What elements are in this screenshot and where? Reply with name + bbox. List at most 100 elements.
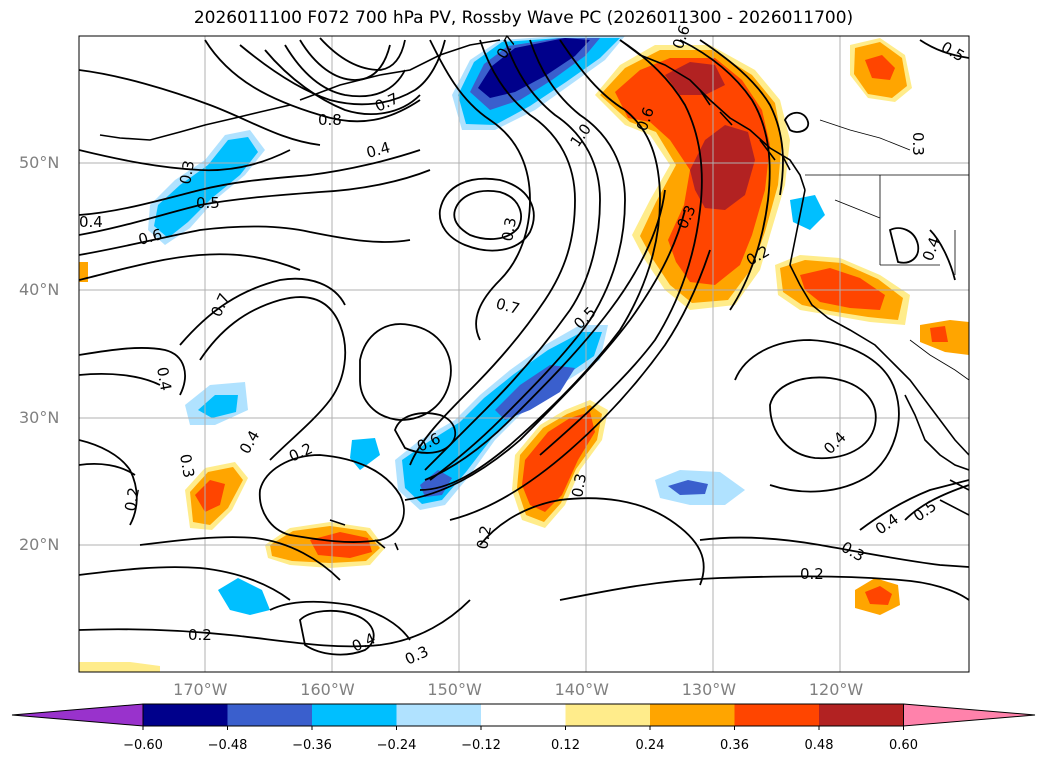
- contour-closed-gulf-1: [438, 177, 535, 252]
- contour-0.4-west-mid: [79, 347, 186, 396]
- contour-label: 0.3: [176, 453, 198, 480]
- shade-negative-small-5: [790, 195, 825, 230]
- contour-0.3-east: [699, 536, 969, 568]
- colorbar-segment: [650, 704, 735, 726]
- lat-label: 20°N: [19, 534, 60, 554]
- colorbar-segment: [481, 704, 566, 726]
- shade-positive-small-1-red: [865, 55, 895, 80]
- contour-label: 0.4: [872, 510, 902, 538]
- contour-0.3-north-1: [239, 39, 446, 106]
- shade-subtropic-positive-3-red: [195, 480, 225, 512]
- contour-label: 0.3: [568, 472, 590, 499]
- colorbar-tick-label: 0.48: [804, 738, 834, 753]
- contour-streamer-2: [404, 209, 686, 501]
- contour-0.2-south: [139, 536, 341, 581]
- colorbar-tick-label: −0.36: [292, 738, 332, 753]
- shade-positive-small-2-red: [865, 586, 892, 605]
- coastline-gulf-alaska: [619, 39, 806, 191]
- coastline-aleutians: [99, 104, 291, 141]
- contour-0.5-east: [904, 484, 969, 521]
- lon-label: 130°W: [681, 680, 737, 699]
- colorbar-tick-label: 0.36: [720, 738, 749, 753]
- contour-label: 0.7: [494, 294, 522, 318]
- shade-negative-small-1-mid: [198, 395, 238, 418]
- contour-label: 0.2: [800, 565, 824, 583]
- lon-label: 150°W: [427, 680, 482, 699]
- contour-label: 0.2: [286, 439, 315, 465]
- lat-label: 40°N: [19, 280, 60, 300]
- contour-label: 0.6: [136, 225, 164, 249]
- contour-label: 0.4: [919, 235, 944, 264]
- contour-central-2: [394, 412, 457, 454]
- colorbar-extend-low: [11, 703, 144, 727]
- contour-label: 0.4: [364, 138, 392, 162]
- contour-trough-4: [429, 39, 626, 481]
- coastline-alaska: [299, 39, 501, 101]
- coastlines: [99, 39, 969, 551]
- colorbar-outline: [142, 703, 904, 727]
- plot-frame: [78, 35, 970, 673]
- lat-label: 50°N: [19, 153, 60, 173]
- contour-0.2-east: [559, 575, 969, 601]
- contour-ridge-west: [79, 149, 291, 172]
- contour-label: 0.5: [910, 497, 940, 525]
- contour-trough-5: [419, 39, 661, 491]
- coastline-mexico: [939, 479, 969, 516]
- shade-aleutian-negative-mid: [154, 137, 258, 238]
- contour-0.3-west-low: [79, 462, 136, 476]
- contour-label: 1.0: [567, 120, 595, 150]
- contour-0.5-west: [79, 169, 431, 236]
- contour-0.2-streamer: [479, 497, 705, 586]
- contour-0.2-north-2: [79, 69, 321, 146]
- contour-streamer-3: [449, 249, 711, 521]
- contour-0.3-west-mid: [79, 373, 161, 386]
- contour-label: 0.2: [121, 486, 143, 513]
- coastline-bc-islands: [699, 89, 791, 171]
- contour-trough-6: [539, 39, 703, 456]
- contour-0.5-streamer: [424, 189, 666, 481]
- contour-east-top: [888, 227, 920, 264]
- contour-0.2-west-low: [79, 439, 138, 526]
- shade-streamer-negative-core: [495, 365, 575, 420]
- contour-central-1: [359, 323, 452, 421]
- colorbar-tick-label: −0.60: [123, 738, 163, 753]
- contour-0.6-west: [79, 225, 411, 256]
- contour-label: 0.3: [498, 216, 520, 243]
- contour-label-group: 0.7 0.8 0.7 0.3 0.5 0.4 0.6 1.0 0.6 0.4 …: [79, 23, 968, 669]
- shade-coastal-positive-peak-2: [665, 62, 725, 95]
- shade-coastal-positive-peak: [690, 125, 755, 210]
- colorbar-tick-label: −0.24: [376, 738, 417, 753]
- contour-0.3-east-outer: [734, 339, 900, 493]
- contour-0.4-central: [199, 296, 347, 461]
- contour-label: 0.3: [176, 159, 198, 186]
- contour-bc-loop: [783, 111, 810, 133]
- contour-label: 0.2: [473, 524, 495, 551]
- contour-label: 0.4: [236, 427, 264, 457]
- lon-label: 140°W: [554, 680, 609, 699]
- contour-label: 0.3: [838, 538, 868, 566]
- colorbar-segment: [819, 704, 904, 726]
- colorbar-segment: [734, 704, 819, 726]
- shade-positive-small-3-red: [930, 326, 948, 342]
- contour-0.3-central: [179, 277, 346, 346]
- political-boundaries: [805, 119, 969, 381]
- contour-label: 0.2: [188, 626, 212, 644]
- contour-0.4-east: [859, 479, 969, 531]
- contour-0.4-north: [264, 49, 421, 115]
- contour-label: 0.5: [938, 38, 968, 66]
- contour-0.4-west: [79, 149, 421, 216]
- contour-0.6-north: [284, 44, 406, 98]
- contour-trough-2: [409, 39, 576, 466]
- lon-label: 160°W: [300, 680, 355, 699]
- contour-label: 0.7: [207, 290, 233, 319]
- contour-label: 0.4: [153, 366, 175, 393]
- colorbar-tick-label: 0.24: [635, 738, 665, 753]
- contour-trough-3: [424, 39, 601, 471]
- colorbar-tick-label: −0.48: [207, 738, 248, 753]
- coastline-baja: [904, 394, 969, 471]
- contour-label: 0.7: [372, 89, 401, 115]
- contour-label: 0.4: [820, 428, 850, 458]
- colorbar-extend-high: [903, 703, 1036, 727]
- contour-0.7-north: [319, 37, 406, 71]
